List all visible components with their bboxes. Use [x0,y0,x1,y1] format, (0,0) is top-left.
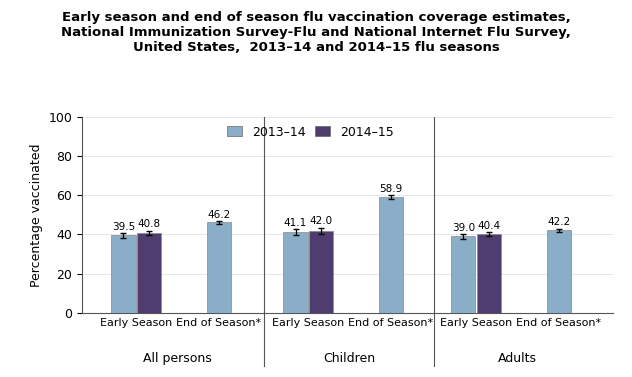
Bar [451,236,475,313]
Bar [309,231,334,313]
Y-axis label: Percentage vaccinated: Percentage vaccinated [30,143,43,287]
Bar [111,236,135,313]
Text: Children: Children [324,352,376,365]
Bar [547,230,571,313]
Text: 39.5: 39.5 [112,222,135,232]
Text: Early season and end of season flu vaccination coverage estimates,
National Immu: Early season and end of season flu vacci… [61,11,571,54]
Bar [284,232,308,313]
Text: 42.0: 42.0 [310,216,333,227]
Bar [137,233,161,313]
Text: 46.2: 46.2 [207,210,231,219]
Bar [207,222,231,313]
Bar [477,234,501,313]
Text: 42.2: 42.2 [547,218,571,227]
Text: 58.9: 58.9 [379,184,403,194]
Text: 39.0: 39.0 [452,223,475,233]
Text: Adults: Adults [498,352,537,365]
Legend: 2013–14, 2014–15: 2013–14, 2014–15 [224,123,397,141]
Text: 41.1: 41.1 [284,218,307,228]
Text: All persons: All persons [143,352,212,365]
Bar [379,198,403,313]
Text: 40.4: 40.4 [478,221,501,231]
Text: 40.8: 40.8 [138,219,161,229]
